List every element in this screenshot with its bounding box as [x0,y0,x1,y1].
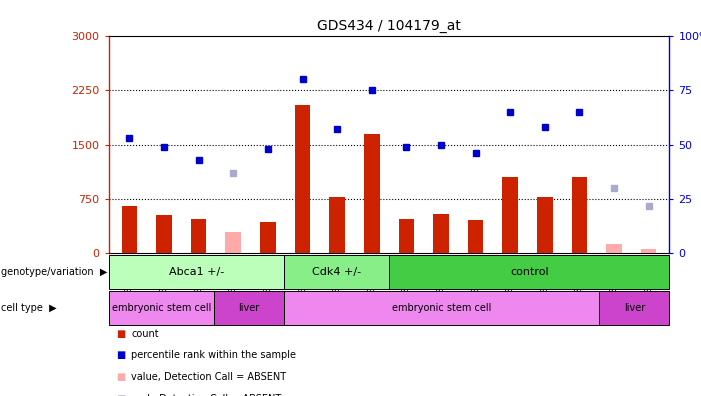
Title: GDS434 / 104179_at: GDS434 / 104179_at [317,19,461,33]
Bar [109,291,214,325]
Bar [599,291,669,325]
Text: embryonic stem cell: embryonic stem cell [111,303,211,313]
Text: percentile rank within the sample: percentile rank within the sample [131,350,296,360]
Text: ■: ■ [116,394,125,396]
Text: genotype/variation  ▶: genotype/variation ▶ [1,267,108,277]
Text: control: control [510,267,549,277]
Text: ■: ■ [116,329,125,339]
Bar [284,255,389,289]
Bar [468,220,484,253]
Bar [214,291,284,325]
Bar [226,232,241,253]
Bar [156,215,172,253]
Text: ■: ■ [116,372,125,382]
Bar [260,222,275,253]
Text: liver: liver [238,303,259,313]
Bar [641,249,656,253]
Bar [433,213,449,253]
Text: liver: liver [624,303,645,313]
Text: value, Detection Call = ABSENT: value, Detection Call = ABSENT [131,372,286,382]
Bar [389,255,669,289]
Bar [294,105,311,253]
Bar [571,177,587,253]
Bar [399,219,414,253]
Bar [537,197,552,253]
Bar [122,206,137,253]
Bar [329,197,345,253]
Bar [284,291,599,325]
Text: rank, Detection Call = ABSENT: rank, Detection Call = ABSENT [131,394,281,396]
Text: embryonic stem cell: embryonic stem cell [392,303,491,313]
Bar [109,255,284,289]
Text: Cdk4 +/-: Cdk4 +/- [312,267,361,277]
Bar [364,133,379,253]
Bar [503,177,518,253]
Text: cell type  ▶: cell type ▶ [1,303,57,313]
Bar [191,219,207,253]
Text: ■: ■ [116,350,125,360]
Bar [606,244,622,253]
Text: count: count [131,329,158,339]
Text: Abca1 +/-: Abca1 +/- [169,267,224,277]
